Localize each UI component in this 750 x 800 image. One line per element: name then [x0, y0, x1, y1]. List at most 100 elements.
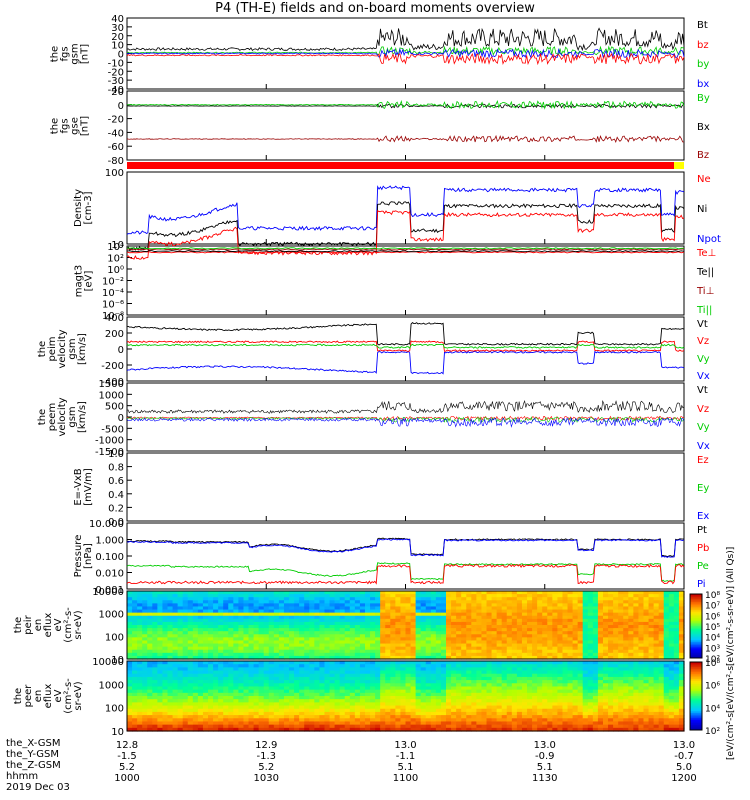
- spectrogram-cell: [527, 655, 533, 660]
- spectrogram-cell: [258, 676, 265, 681]
- spectrogram-cell: [440, 680, 447, 684]
- spectrogram-cell: [228, 652, 234, 657]
- spectrogram-cell: [273, 649, 280, 654]
- spectrogram-cell: [466, 621, 472, 626]
- spectrogram-cell: [375, 727, 381, 732]
- spectrogram-cell: [263, 594, 270, 598]
- spectrogram-cell: [501, 655, 508, 660]
- spectrogram-cell: [633, 721, 640, 726]
- spectrogram-cell: [167, 689, 174, 694]
- quality-flag-bar-end: [674, 162, 684, 169]
- spectrogram-cell: [218, 628, 224, 632]
- spectrogram-cell: [268, 692, 275, 697]
- spectrogram-cell: [608, 711, 614, 716]
- spectrogram-cell: [137, 686, 143, 691]
- spectrogram-cell: [597, 724, 604, 729]
- spectrogram-cell: [172, 661, 179, 665]
- spectrogram-cell: [208, 594, 214, 598]
- spectrogram-cell: [137, 673, 143, 678]
- spectrogram-cell: [202, 625, 209, 629]
- spectrogram-cell: [613, 715, 619, 719]
- spectrogram-cell: [430, 655, 437, 660]
- spectrogram-cell: [562, 676, 569, 681]
- spectrogram-cell: [364, 652, 371, 657]
- spectrogram-cell: [608, 664, 614, 668]
- spectrogram-cell: [678, 646, 685, 651]
- spectrogram-cell: [461, 673, 467, 678]
- spectrogram-cell: [142, 696, 148, 700]
- series-Bt: [126, 27, 685, 52]
- spectrogram-cell: [476, 631, 483, 635]
- spectrogram-cell: [218, 721, 224, 726]
- spectrogram-cell: [628, 615, 634, 620]
- spectrogram-cell: [557, 631, 564, 635]
- spectrogram-cell: [213, 618, 219, 623]
- spectrogram-cell: [613, 646, 619, 651]
- spectrogram-cell: [299, 686, 305, 691]
- spectrogram-cell: [253, 628, 260, 632]
- spectrogram-cell: [228, 699, 234, 703]
- spectrogram-cell: [587, 649, 594, 654]
- spectrogram-cell: [577, 621, 584, 626]
- spectrogram-cell: [299, 655, 305, 660]
- spectrogram-cell: [516, 603, 523, 608]
- spectrogram-cell: [506, 670, 513, 675]
- spectrogram-cell: [334, 625, 341, 629]
- spectrogram-cell: [613, 708, 619, 713]
- spectrogram-cell: [213, 692, 219, 697]
- spectrogram-cell: [182, 597, 189, 601]
- spectrogram-cell: [309, 670, 315, 675]
- spectrogram-cell: [532, 705, 538, 710]
- spectrogram-cell: [415, 643, 422, 648]
- spectrogram-cell: [567, 727, 574, 732]
- spectrogram-cell: [400, 718, 407, 723]
- spectrogram-cell: [243, 692, 250, 697]
- spectrogram-cell: [537, 705, 543, 710]
- spectrogram-cell: [192, 618, 199, 623]
- spectrogram-cell: [496, 664, 503, 668]
- spectrogram-cell: [592, 631, 599, 635]
- spectrogram-cell: [132, 594, 138, 598]
- spectrogram-cell: [364, 667, 371, 672]
- panel-frame-2: [126, 171, 685, 245]
- spectrogram-cell: [349, 637, 356, 642]
- spectrogram-cell: [501, 689, 508, 694]
- spectrogram-cell: [653, 652, 660, 657]
- spectrogram-cell: [557, 643, 564, 648]
- spectrogram-cell: [233, 715, 239, 719]
- spectrogram-cell: [218, 631, 224, 635]
- spectrogram-cell: [456, 652, 462, 657]
- spectrogram-cell: [567, 711, 574, 716]
- spectrogram-cell: [314, 696, 321, 700]
- spectrogram-cell: [567, 628, 574, 632]
- spectrogram-cell: [304, 600, 310, 604]
- spectrogram-cell: [309, 621, 315, 626]
- spectrogram-cell: [349, 721, 356, 726]
- spectrogram-cell: [638, 637, 645, 642]
- spectrogram-cell: [451, 721, 457, 726]
- spectrogram-cell: [233, 643, 239, 648]
- spectrogram-cell: [430, 702, 437, 707]
- spectrogram-cell: [137, 676, 143, 681]
- spectrogram-cell: [430, 721, 437, 726]
- spectrogram-cell: [278, 600, 285, 604]
- spectrogram-cell: [182, 705, 189, 710]
- spectrogram-cell: [268, 664, 275, 668]
- spectrogram-cell: [602, 591, 609, 595]
- spectrogram-cell: [435, 612, 442, 617]
- spectrogram-cell: [557, 702, 564, 707]
- spectrogram-cell: [157, 612, 164, 617]
- spectrogram-cell: [547, 600, 553, 604]
- spectrogram-cell: [192, 628, 199, 632]
- spectrogram-cell: [623, 609, 629, 614]
- spectrogram-cell: [309, 718, 315, 723]
- spectrogram-cell: [648, 643, 655, 648]
- spectrogram-cell: [137, 661, 143, 665]
- spectrogram-cell: [324, 664, 331, 668]
- spectrogram-cell: [527, 594, 533, 598]
- spectrogram-cell: [314, 724, 321, 729]
- spectrogram-cell: [197, 724, 204, 729]
- spectrogram-cell: [420, 655, 427, 660]
- spectrogram-cell: [172, 609, 179, 614]
- spectrogram-cell: [349, 643, 356, 648]
